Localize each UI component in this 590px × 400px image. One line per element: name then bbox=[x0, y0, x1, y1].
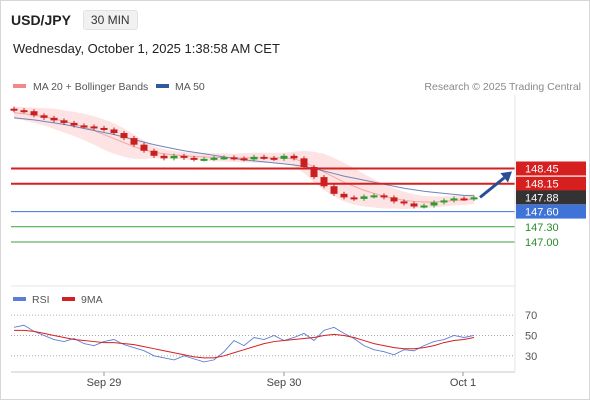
candle-body bbox=[50, 117, 58, 121]
candle-body bbox=[450, 198, 458, 201]
timeframe-badge[interactable]: 30 MIN bbox=[82, 10, 138, 30]
projection-arrow-icon bbox=[479, 171, 512, 199]
resistance-level-label: 148.45 bbox=[525, 163, 559, 175]
rsi-legend-label: RSI bbox=[32, 294, 50, 306]
resistance-tag bbox=[516, 176, 586, 191]
candle-body bbox=[340, 193, 348, 198]
time-tick-label: Sep 29 bbox=[87, 377, 122, 389]
candle-body bbox=[380, 195, 388, 198]
credit-label: Research © 2025 Trading Central bbox=[424, 81, 581, 93]
candle-body bbox=[280, 155, 288, 159]
ma50-legend-swatch bbox=[156, 84, 169, 88]
symbol-title: USD/JPY bbox=[11, 12, 71, 28]
chart-header: USD/JPY 30 MIN bbox=[11, 10, 138, 30]
candle-body bbox=[290, 155, 298, 159]
time-tick-label: Sep 30 bbox=[267, 377, 302, 389]
candle-body bbox=[270, 157, 278, 160]
rsi-ma-line bbox=[14, 329, 475, 359]
support-level-label: 147.60 bbox=[525, 207, 559, 219]
candle-body bbox=[60, 120, 68, 123]
candle-body bbox=[360, 196, 368, 199]
candle-body bbox=[190, 157, 198, 160]
candle-body bbox=[40, 115, 48, 118]
candle-body bbox=[110, 129, 118, 134]
candle-body bbox=[410, 203, 418, 207]
candle-body bbox=[180, 155, 188, 158]
candle-body bbox=[430, 202, 438, 206]
target-level-label: 147.30 bbox=[525, 222, 559, 234]
current-tag bbox=[516, 190, 586, 205]
candle-body bbox=[470, 197, 478, 200]
candle-body bbox=[460, 198, 468, 201]
rsi-ma-legend-label: 9MA bbox=[81, 294, 103, 306]
rsi-ma-legend-swatch bbox=[62, 297, 75, 301]
candle-body bbox=[90, 126, 98, 129]
candle-body bbox=[150, 150, 158, 156]
candle-body bbox=[100, 127, 108, 130]
candle-body bbox=[30, 111, 38, 116]
candle-body bbox=[390, 197, 398, 202]
candle-body bbox=[140, 144, 148, 151]
time-tick-label: Oct 1 bbox=[450, 377, 476, 389]
candle-body bbox=[170, 155, 178, 159]
candle-body bbox=[250, 156, 258, 160]
ma20-legend-swatch bbox=[13, 84, 26, 88]
candle-body bbox=[10, 108, 18, 111]
candle-body bbox=[80, 125, 88, 128]
candle-body bbox=[300, 158, 308, 167]
candle-body bbox=[310, 166, 318, 178]
ma50-legend-label: MA 50 bbox=[175, 81, 205, 93]
candle-body bbox=[330, 186, 338, 194]
price-candles bbox=[10, 106, 478, 209]
rsi-tick-label: 70 bbox=[525, 310, 537, 322]
candle-body bbox=[400, 201, 408, 204]
rsi-tick-label: 50 bbox=[525, 330, 537, 342]
ma20-legend-label: MA 20 + Bollinger Bands bbox=[33, 81, 148, 93]
candle-body bbox=[420, 205, 428, 208]
resistance-level-label: 148.15 bbox=[525, 179, 559, 191]
time-ticks: Sep 29 Sep 30 Oct 1 bbox=[87, 372, 476, 389]
candle-body bbox=[440, 200, 448, 203]
candle-body bbox=[370, 195, 378, 198]
rsi-legend-swatch bbox=[13, 297, 26, 301]
candle-body bbox=[120, 133, 128, 139]
candle-body bbox=[20, 110, 28, 113]
current-level-label: 147.88 bbox=[525, 192, 559, 204]
candle-body bbox=[220, 157, 228, 160]
candle-body bbox=[350, 197, 358, 200]
candle-body bbox=[70, 122, 78, 126]
rsi-panel: 70 50 30 bbox=[11, 310, 537, 363]
candle-body bbox=[130, 138, 138, 145]
candle-body bbox=[160, 155, 168, 159]
candle-body bbox=[260, 156, 268, 159]
rsi-tick-label: 30 bbox=[525, 351, 537, 363]
resistance-tag bbox=[516, 161, 586, 176]
candle-body bbox=[240, 158, 248, 161]
candle-body bbox=[230, 157, 238, 160]
datetime-label: Wednesday, October 1, 2025 1:38:58 AM CE… bbox=[13, 41, 280, 56]
candle-body bbox=[210, 157, 218, 160]
candle-body bbox=[320, 177, 328, 187]
target-level-label: 147.00 bbox=[525, 237, 559, 249]
support-tag bbox=[516, 204, 586, 219]
rsi-line bbox=[13, 324, 475, 363]
candle-body bbox=[200, 158, 208, 161]
